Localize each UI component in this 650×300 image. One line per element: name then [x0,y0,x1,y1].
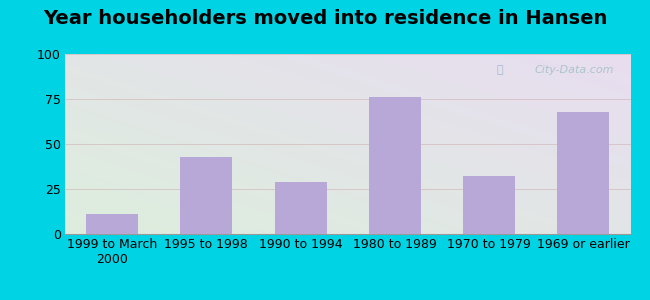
Bar [181,157,232,234]
Bar [558,112,609,234]
Text: ⦾: ⦾ [497,65,503,75]
Text: City-Data.com: City-Data.com [534,65,614,75]
Bar [86,214,138,234]
Bar [463,176,515,234]
Bar [369,97,421,234]
Bar [275,182,326,234]
Text: Year householders moved into residence in Hansen: Year householders moved into residence i… [43,9,607,28]
